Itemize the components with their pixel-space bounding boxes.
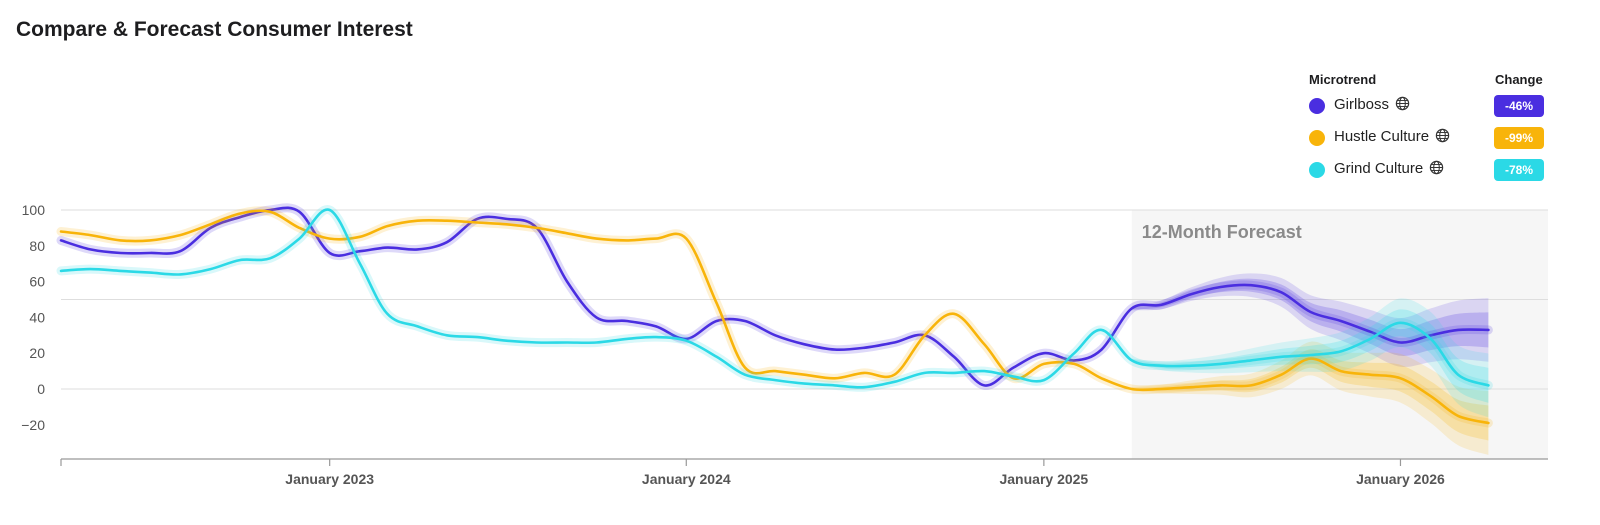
series-line-grind-culture <box>59 208 1490 389</box>
x-tick-label: January 2023 <box>285 471 374 487</box>
change-badge-hustle-culture: -99% <box>1494 127 1544 149</box>
y-tick-label: 20 <box>29 345 45 361</box>
y-tick-label: 0 <box>37 381 45 397</box>
globe-icon[interactable] <box>1429 160 1444 175</box>
legend-label-grind-culture: Grind Culture <box>1334 160 1424 177</box>
change-badge-grind-culture: -78% <box>1494 159 1544 181</box>
forecast-band-girlboss <box>1131 278 1489 356</box>
series-line-hustle-culture <box>59 209 1490 425</box>
legend-label-hustle-culture: Hustle Culture <box>1334 128 1430 145</box>
legend-item-girlboss[interactable]: Girlboss -46% <box>1305 92 1550 124</box>
globe-icon[interactable] <box>1435 128 1450 143</box>
y-tick-label: 100 <box>22 202 46 218</box>
series-dot-girlboss <box>1309 98 1325 114</box>
y-tick-label: 80 <box>29 238 45 254</box>
legend-header: Microtrend Change <box>1305 72 1550 92</box>
y-tick-label: −20 <box>21 417 45 433</box>
legend-header-microtrend: Microtrend <box>1309 72 1377 87</box>
y-tick-label: 40 <box>29 309 45 325</box>
forecast-label: 12-Month Forecast <box>1142 222 1302 242</box>
x-tick-label: January 2024 <box>642 471 731 487</box>
series-dot-hustle-culture <box>1309 130 1325 146</box>
x-tick-label: January 2025 <box>999 471 1088 487</box>
forecast-region <box>1131 210 1548 459</box>
legend-item-hustle-culture[interactable]: Hustle Culture -99% <box>1305 124 1550 156</box>
page-title: Compare & Forecast Consumer Interest <box>16 18 413 41</box>
globe-icon[interactable] <box>1395 96 1410 111</box>
x-tick-label: January 2026 <box>1356 471 1445 487</box>
forecast-band-hustle-culture <box>1131 341 1489 455</box>
legend-item-grind-culture[interactable]: Grind Culture -78% <box>1305 156 1550 188</box>
forecast-band-hustle-culture <box>1131 349 1489 441</box>
legend: Microtrend Change Girlboss -46% Hustle C… <box>1305 72 1550 188</box>
y-tick-label: 60 <box>29 274 45 290</box>
change-badge-girlboss: -46% <box>1494 95 1544 117</box>
legend-label-girlboss: Girlboss <box>1334 96 1390 113</box>
series-dot-grind-culture <box>1309 162 1325 178</box>
legend-header-change: Change <box>1495 72 1543 87</box>
series-line-girlboss <box>59 206 1490 387</box>
